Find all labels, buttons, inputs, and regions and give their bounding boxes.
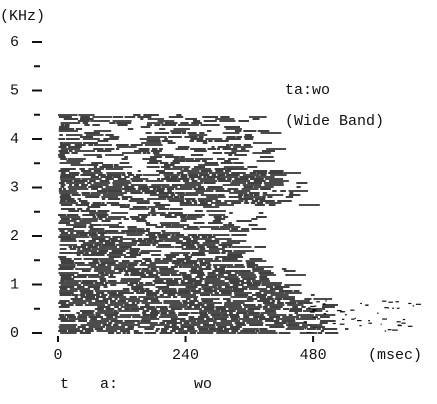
spectrogram [58, 114, 421, 334]
x-axis-title: (msec) [368, 347, 422, 364]
segment-label: a: [100, 376, 118, 393]
segment-label: wo [194, 376, 212, 393]
y-tick-label: 1 [10, 276, 19, 293]
y-tick-label: 3 [10, 179, 19, 196]
annotation: (Wide Band) [285, 113, 384, 130]
x-tick-label: 0 [53, 347, 62, 364]
y-tick-label: 6 [10, 34, 19, 51]
segment-label: t [60, 376, 69, 393]
y-tick-label: 2 [10, 228, 19, 245]
y-axis-title: (KHz) [0, 8, 45, 25]
y-tick-label: 5 [10, 82, 19, 99]
annotation: ta:wo [285, 82, 330, 99]
y-tick-label: 0 [10, 325, 19, 342]
x-tick-label: 480 [300, 347, 327, 364]
y-tick-label: 4 [10, 131, 19, 148]
x-tick-label: 240 [172, 347, 199, 364]
